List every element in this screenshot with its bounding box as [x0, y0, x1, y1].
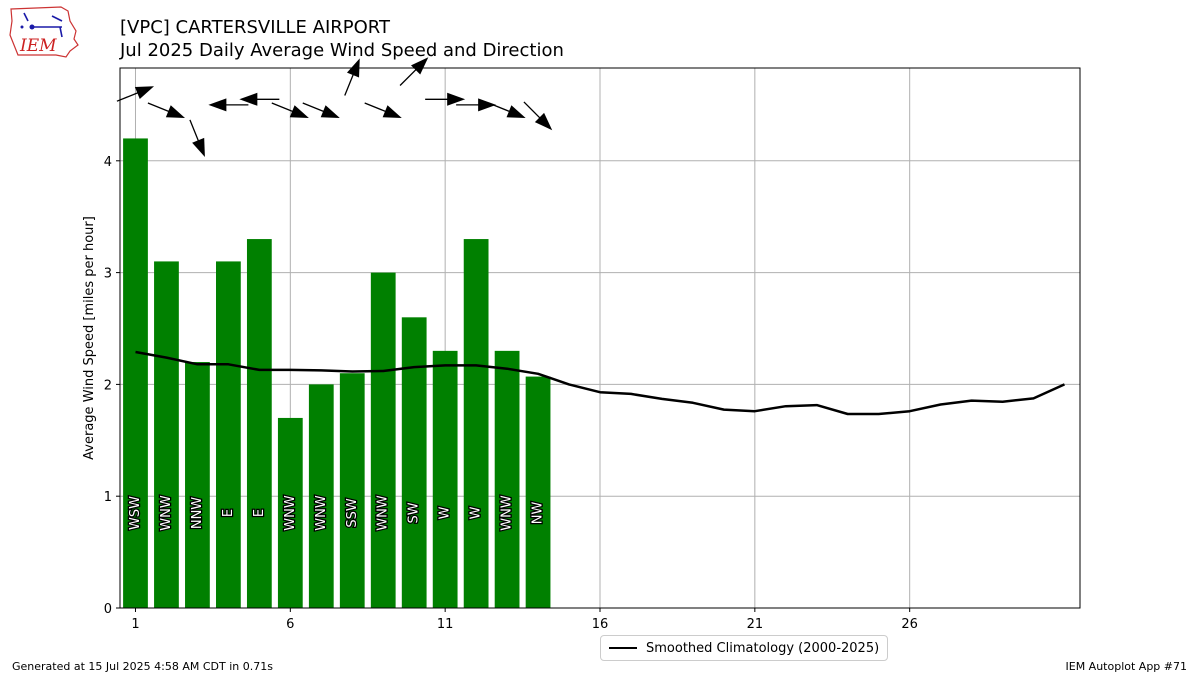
wind-arrow	[208, 98, 249, 112]
y-axis-label: Average Wind Speed [miles per hour]	[82, 216, 97, 460]
wind-arrow-shaft	[116, 91, 140, 102]
legend: Smoothed Climatology (2000-2025)	[600, 635, 889, 661]
x-tick-label: 11	[437, 617, 454, 632]
wind-arrow	[302, 102, 340, 118]
wind-arrow-head	[534, 112, 553, 131]
direction-labels: WSW WNW NNW E E WNW WNW SSW WNW SW W W WNW NW	[127, 494, 547, 532]
direction-label: E	[221, 509, 236, 517]
wind-arrow-head	[382, 105, 402, 118]
logo-text: IEM	[19, 36, 57, 56]
wind-arrow-head	[208, 98, 227, 112]
wind-arrow	[425, 92, 466, 106]
wind-arrow	[147, 102, 185, 118]
x-tick-label: 6	[286, 617, 294, 632]
wind-arrow-shaft	[302, 102, 326, 113]
direction-label: NNW	[190, 497, 205, 529]
x-tick-label: 21	[747, 617, 764, 632]
bar	[216, 261, 241, 608]
wind-arrow-shaft	[488, 102, 512, 113]
wind-arrow-head	[192, 137, 205, 157]
y-tick-label: 4	[104, 155, 112, 170]
bar	[308, 384, 334, 608]
x-tick-label: 1	[131, 617, 139, 632]
wind-arrow-head	[239, 92, 258, 106]
x-tick-label: 26	[901, 617, 918, 632]
legend-label: Smoothed Climatology (2000-2025)	[646, 640, 880, 656]
bar	[123, 138, 148, 608]
y-tick-label: 1	[104, 490, 112, 505]
wind-arrow-head	[478, 98, 497, 112]
wind-arrow	[364, 102, 402, 118]
wind-arrow-shaft	[399, 68, 418, 86]
wind-arrow-shaft	[147, 102, 171, 113]
climatology-line	[135, 350, 1066, 416]
wind-arrow-head	[447, 92, 466, 106]
wind-arrow-head	[165, 105, 185, 118]
wind-arrow	[239, 92, 280, 106]
wind-arrow-shaft	[271, 102, 295, 113]
bar	[370, 272, 396, 608]
wind-arrow-head	[506, 105, 526, 118]
bar	[432, 350, 458, 608]
bar	[401, 317, 427, 608]
wind-arrow	[399, 57, 429, 86]
bar	[463, 239, 489, 608]
direction-label: E	[252, 509, 267, 517]
wind-arrow	[116, 86, 155, 102]
app-note: IEM Autoplot App #71	[1065, 660, 1188, 673]
wind-arrow	[271, 102, 309, 118]
direction-label: WNW	[376, 495, 391, 531]
wind-arrow-head	[346, 58, 360, 78]
direction-label: W	[438, 506, 453, 519]
direction-label: WNW	[283, 495, 298, 531]
bars	[123, 138, 551, 608]
wind-arrow	[456, 98, 497, 112]
wind-arrow-shaft	[344, 72, 355, 96]
y-tick-label: 0	[104, 602, 112, 617]
bar	[525, 376, 551, 608]
wind-arrow-head	[134, 86, 155, 99]
direction-label: WNW	[314, 495, 329, 531]
direction-label: SSW	[345, 498, 360, 528]
wind-arrow	[488, 102, 526, 118]
wind-arrow-head	[289, 105, 309, 118]
wind-arrow	[523, 101, 553, 131]
iem-logo: IEM	[6, 5, 82, 60]
bar	[277, 417, 303, 608]
chart-subtitle: Jul 2025 Daily Average Wind Speed and Di…	[120, 40, 564, 61]
generated-note: Generated at 15 Jul 2025 4:58 AM CDT in …	[12, 660, 273, 673]
climatology-layer	[135, 350, 1066, 416]
direction-label: WSW	[128, 496, 143, 530]
wind-arrow	[344, 58, 360, 96]
wind-arrow-shaft	[364, 102, 388, 113]
wind-arrows	[116, 57, 553, 157]
direction-label: W	[469, 506, 484, 519]
direction-label: WNW	[159, 495, 174, 531]
bar	[339, 373, 365, 608]
chart-title: [VPC] CARTERSVILLE AIRPORT	[120, 17, 390, 38]
x-tick-label: 16	[592, 617, 609, 632]
legend-line-swatch	[609, 647, 637, 649]
y-tick-label: 2	[104, 378, 112, 393]
bar	[246, 239, 272, 608]
direction-label: SW	[407, 502, 422, 523]
wind-arrow-shaft	[523, 101, 542, 120]
y-tick-label: 3	[104, 267, 112, 282]
wind-arrow-head	[411, 57, 429, 75]
wind-arrow-shaft	[189, 119, 200, 143]
bar	[154, 261, 179, 608]
bar	[494, 350, 520, 608]
direction-label: WNW	[500, 495, 515, 531]
direction-label: NW	[531, 502, 546, 525]
wind-arrow-head	[320, 105, 340, 118]
wind-arrow	[189, 119, 205, 157]
bar	[185, 362, 210, 608]
